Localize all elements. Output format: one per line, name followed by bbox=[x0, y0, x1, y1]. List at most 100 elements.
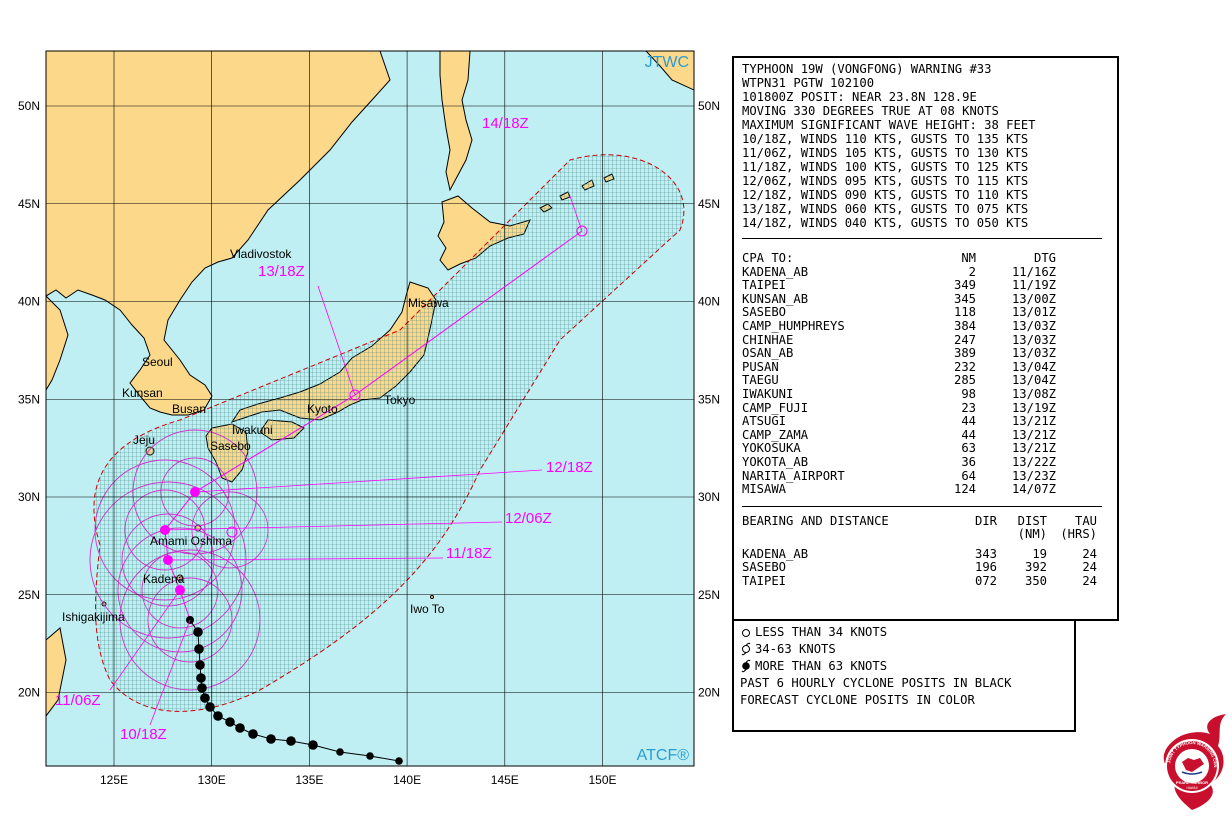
cpa-location: NARITA_AIRPORT bbox=[742, 468, 845, 483]
bearing-tau: 24 bbox=[1082, 560, 1097, 575]
lon-label: 130E bbox=[198, 773, 226, 787]
lat-label-left: 30N bbox=[18, 490, 40, 504]
open-circle-icon bbox=[742, 629, 750, 637]
past-position bbox=[193, 627, 203, 637]
past-position bbox=[235, 723, 245, 733]
warning-header-line: 10/18Z, WINDS 110 KTS, GUSTS TO 135 KTS bbox=[742, 132, 1029, 146]
wind-radius-ring bbox=[191, 491, 269, 569]
cpa-location: YOKOTA_AB bbox=[742, 454, 809, 469]
bearing-location: TAIPEI bbox=[742, 574, 787, 589]
warning-header-line: MOVING 330 DEGREES TRUE AT 08 KNOTS bbox=[742, 104, 999, 118]
bearing-header-dist: DIST bbox=[1017, 513, 1047, 528]
bearing-dir: 343 bbox=[974, 546, 997, 561]
place-label: Tokyo bbox=[384, 393, 416, 407]
legend-less-34-label: LESS THAN 34 KNOTS bbox=[755, 625, 888, 639]
forecast-time-label: 12/06Z bbox=[505, 510, 552, 527]
cpa-dtg: 13/22Z bbox=[1011, 454, 1056, 469]
cpa-distance: 44 bbox=[961, 414, 976, 429]
forecast-storm-position bbox=[226, 526, 238, 538]
legend-forecast-note: FORECAST CYCLONE POSITS IN COLOR bbox=[740, 693, 975, 707]
warning-info-panel: TYPHOON 19W (VONGFONG) WARNING #33 WTPN3… bbox=[732, 56, 1119, 621]
cpa-row: CAMP_FUJI 23 13/19Z bbox=[742, 400, 1109, 416]
place-label: Busan bbox=[172, 402, 206, 416]
lat-label-left: 50N bbox=[18, 99, 40, 113]
cpa-header-row: CPA TO: NM DTG bbox=[742, 251, 1109, 266]
legend-less-34: LESS THAN 34 KNOTS bbox=[740, 625, 1068, 639]
legend-panel: LESS THAN 34 KNOTS 34-63 KNOTS MORE THAN… bbox=[732, 619, 1076, 732]
place-label: Ishigakijima bbox=[62, 610, 125, 624]
forecast-label-leader bbox=[569, 195, 583, 232]
wind-radius-ring bbox=[147, 577, 233, 663]
divider bbox=[742, 505, 1102, 507]
bearing-dist: 392 bbox=[1024, 560, 1047, 575]
cpa-location: PUSAN bbox=[742, 359, 779, 374]
warning-header-line: 12/06Z, WINDS 095 KTS, GUSTS TO 115 KTS bbox=[742, 174, 1029, 188]
forecast-time-label: 12/18Z bbox=[546, 459, 593, 476]
lat-label-right: 45N bbox=[698, 197, 720, 211]
typhoon-filled-icon bbox=[741, 659, 751, 673]
divider bbox=[742, 238, 1102, 239]
lat-label-right: 25N bbox=[698, 588, 720, 602]
cpa-dtg: 13/03Z bbox=[1011, 346, 1056, 361]
legend-more-63: MORE THAN 63 KNOTS bbox=[740, 659, 1068, 673]
cpa-dtg: 13/03Z bbox=[1011, 332, 1056, 347]
wind-radius-ring bbox=[89, 481, 247, 639]
legend-past-note: PAST 6 HOURLY CYCLONE POSITS IN BLACK bbox=[740, 676, 1012, 690]
cpa-dtg: 14/07Z bbox=[1011, 482, 1056, 497]
credit-label: ATCF® bbox=[637, 747, 690, 764]
cpa-dtg: 13/21Z bbox=[1011, 427, 1056, 442]
bearing-header-dir: DIR bbox=[974, 513, 997, 528]
past-position bbox=[195, 660, 205, 670]
cpa-header-nm: NM bbox=[961, 251, 976, 265]
bearing-dist: 350 bbox=[1024, 574, 1047, 589]
cpa-distance: 384 bbox=[953, 318, 976, 333]
cpa-table: KADENA_AB 2 11/16Z TAIPEI 349 11/19Z KUNSAN_AB… bbox=[742, 265, 1109, 497]
forecast-storm-position bbox=[576, 225, 588, 237]
cpa-dtg: 13/23Z bbox=[1011, 468, 1056, 483]
cpa-header-name: CPA TO: bbox=[742, 251, 794, 265]
past-position bbox=[308, 740, 318, 750]
cpa-dtg: 13/19Z bbox=[1011, 400, 1056, 415]
past-position bbox=[286, 736, 296, 746]
cpa-location: CAMP_HUMPHREYS bbox=[742, 318, 845, 333]
warning-header-line: 11/06Z, WINDS 105 KTS, GUSTS TO 130 KTS bbox=[742, 146, 1029, 160]
forecast-labels: 14/18Z 13/18Z 12/18Z 12/06Z 11/18Z 11/06Z 10/1… bbox=[55, 115, 593, 743]
legend-34-63-label: 34-63 KNOTS bbox=[755, 642, 836, 656]
lat-label-right: 20N bbox=[698, 686, 720, 700]
lat-label-right: 50N bbox=[698, 99, 720, 113]
bearing-dist: 19 bbox=[1032, 546, 1047, 561]
cpa-dtg: 13/03Z bbox=[1011, 318, 1056, 333]
cpa-location: TAEGU bbox=[742, 373, 779, 388]
past-position bbox=[248, 729, 258, 739]
cpa-dtg: 13/21Z bbox=[1011, 441, 1056, 456]
cpa-row: KUNSAN_AB 345 13/00Z bbox=[742, 291, 1109, 307]
legend-more-63-label: MORE THAN 63 KNOTS bbox=[755, 659, 888, 673]
cpa-row: YOKOTA_AB 36 13/22Z bbox=[742, 454, 1109, 470]
lat-label-right: 40N bbox=[698, 295, 720, 309]
logo-sub-text: HAWAII bbox=[1186, 786, 1197, 790]
taiwan bbox=[46, 627, 67, 717]
bearing-dist-unit: (NM) bbox=[1017, 527, 1047, 542]
cpa-dtg: 13/00Z bbox=[1011, 291, 1056, 306]
china-coast bbox=[46, 295, 69, 391]
cpa-row: TAEGU 285 13/04Z bbox=[742, 374, 1109, 388]
cpa-row: SASEBO 118 13/01Z bbox=[742, 306, 1109, 320]
forecast-label-leader bbox=[167, 557, 444, 561]
agency-label: JTWC bbox=[645, 54, 689, 71]
cpa-location: KUNSAN_AB bbox=[742, 291, 809, 306]
cpa-location: OSAN_AB bbox=[742, 346, 794, 361]
place-label: Jeju bbox=[133, 433, 155, 447]
warning-header-line: MAXIMUM SIGNIFICANT WAVE HEIGHT: 38 FEET bbox=[742, 118, 1036, 132]
sakhalin bbox=[439, 51, 473, 192]
cpa-distance: 63 bbox=[961, 441, 976, 456]
cpa-distance: 36 bbox=[961, 454, 976, 469]
cpa-location: ATSUGI bbox=[742, 414, 787, 429]
cpa-distance: 345 bbox=[953, 291, 976, 306]
past-position bbox=[395, 757, 403, 765]
cpa-dtg: 13/04Z bbox=[1011, 359, 1056, 374]
bearing-tau-unit: (HRS) bbox=[1060, 527, 1097, 542]
past-position bbox=[336, 748, 344, 756]
wind-radius-ring bbox=[124, 489, 206, 571]
bearing-header-row: BEARING AND DISTANCE DIR DIST TAU bbox=[742, 513, 1109, 529]
bearing-row: KADENA_AB 343 19 24 bbox=[742, 546, 1109, 562]
